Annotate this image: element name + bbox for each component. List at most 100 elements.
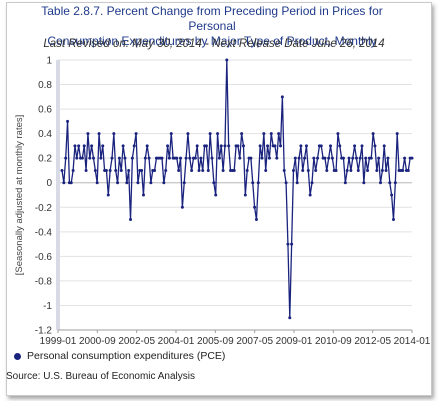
data-point [347,156,351,160]
data-point [66,119,70,123]
data-point [304,144,308,148]
data-point [136,181,140,185]
data-point [251,181,255,185]
data-point [236,144,240,148]
data-point [147,156,151,160]
data-point [145,144,149,148]
data-point [212,181,216,185]
data-point [323,156,327,160]
data-point [403,156,407,160]
data-point [267,156,271,160]
data-point [204,144,208,148]
data-point [310,181,314,185]
data-point [336,132,340,136]
data-point [132,144,136,148]
data-point [208,132,212,136]
data-point [291,168,295,172]
data-point [351,156,355,160]
data-point [112,132,116,136]
data-point [195,144,199,148]
y-tick-label: 0 [46,178,52,189]
data-point [108,168,112,172]
data-point [406,168,410,172]
data-point [380,168,384,172]
y-tick-label: -0.8 [35,276,53,287]
chart-title: Table 2.8.7. Percent Change from Precedi… [20,4,404,49]
data-point [217,156,221,160]
data-point [188,156,192,160]
data-point [223,144,227,148]
data-point [75,156,79,160]
data-point [225,58,229,62]
data-point [382,144,386,148]
data-point [395,132,399,136]
data-point [329,144,333,148]
data-point [299,144,303,148]
data-point [162,181,166,185]
data-point [167,156,171,160]
data-point [117,156,121,160]
data-point [377,156,381,160]
data-point [99,156,103,160]
data-point [177,168,181,172]
data-point [358,156,362,160]
data-point [303,156,307,160]
data-point [186,132,190,136]
data-point [345,168,349,172]
data-point [197,168,201,172]
legend-marker [14,352,21,360]
chart-title-line-1: Table 2.8.7. Percent Change from Precedi… [41,4,383,33]
data-point [279,144,283,148]
x-tick-label: 2010-09 [315,336,352,347]
data-point [82,144,86,148]
series-line [61,59,412,318]
data-point [401,168,405,172]
chart-subtitle: Last Revised on: May 30, 2014 - Next Rel… [43,38,385,50]
data-point [201,168,205,172]
data-point [269,132,273,136]
data-point [379,181,383,185]
data-point [290,242,294,246]
data-point [179,156,183,160]
y-axis-bar [56,60,60,330]
data-point [182,181,186,185]
data-point [180,205,184,209]
x-tick-label: 2012-05 [354,336,391,347]
legend-label: Personal consumption expenditures (PCE) [27,350,226,362]
data-point [116,181,120,185]
data-point [77,144,81,148]
data-point [356,168,360,172]
x-tick-label: 2004-01 [158,336,195,347]
data-point [327,156,331,160]
data-point [360,144,364,148]
data-point [297,156,301,160]
data-point [206,168,210,172]
y-axis-label: [Seasonally adjusted at monthly rates] [14,115,25,276]
y-tick-label: -1.2 [35,326,53,337]
data-point [314,168,318,172]
data-point [343,181,347,185]
data-point [127,168,131,172]
data-point [238,156,242,160]
y-tick-label: -0.4 [35,227,53,238]
data-point [286,242,290,246]
data-point [264,168,268,172]
data-point [199,156,203,160]
data-point [143,156,147,160]
data-point [384,168,388,172]
data-point [140,168,144,172]
data-point [97,132,101,136]
data-point [149,181,153,185]
data-point [388,181,392,185]
data-point [266,144,270,148]
data-point [253,205,257,209]
data-point [193,156,197,160]
data-point [273,144,277,148]
data-point [319,144,323,148]
data-point [60,168,64,172]
x-tick-label: 1999-01 [40,336,77,347]
data-point [88,156,92,160]
data-point [306,168,310,172]
data-point [80,156,84,160]
